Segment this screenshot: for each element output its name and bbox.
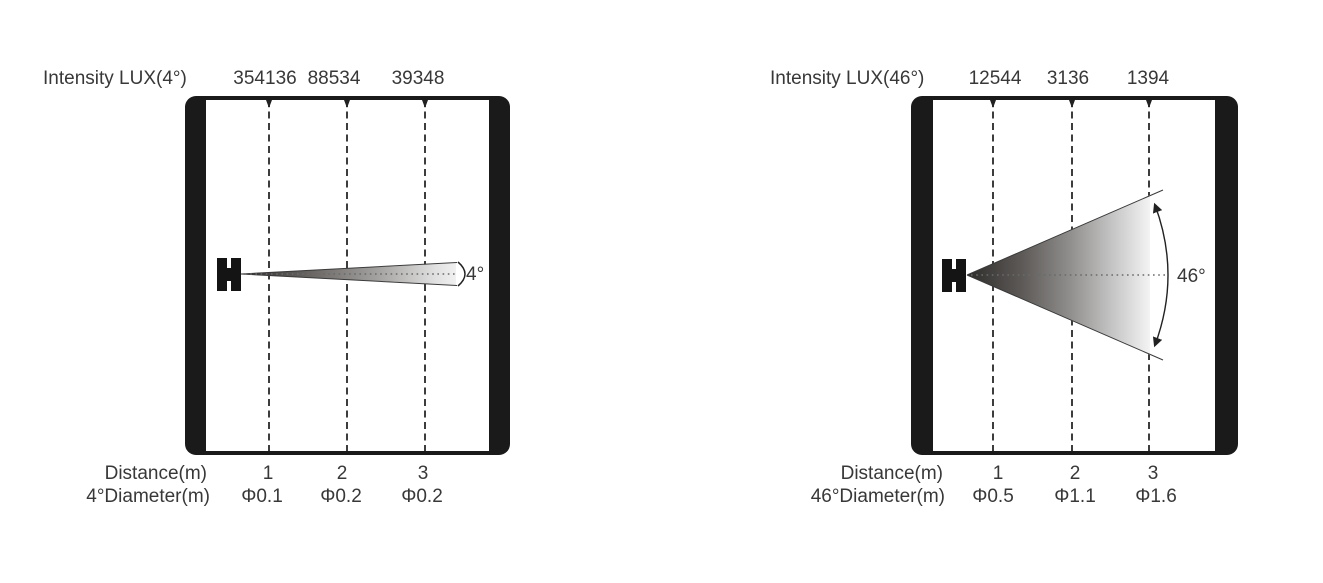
beam-cone xyxy=(241,263,456,285)
distance-value-2: 2 xyxy=(1069,463,1081,484)
diagram-title: Intensity LUX(46°) xyxy=(770,68,925,89)
intensity-value-1m: 354136 xyxy=(233,68,297,89)
diameter-value-1m: Φ0.1 xyxy=(241,486,283,507)
diameter-value-3m: Φ0.2 xyxy=(401,486,443,507)
diagram-title: Intensity LUX(4°) xyxy=(43,68,187,89)
beam-angle-label: 4° xyxy=(466,264,485,285)
distance-row-label: Distance(m) xyxy=(840,463,943,484)
intensity-value-2m: 88534 xyxy=(307,68,361,89)
diameter-row-label: 46°Diameter(m) xyxy=(810,486,945,507)
intensity-value-1m: 12544 xyxy=(968,68,1022,89)
diameter-value-2m: Φ0.2 xyxy=(320,486,362,507)
diameter-value-3m: Φ1.6 xyxy=(1135,486,1177,507)
distance-value-2: 2 xyxy=(336,463,348,484)
beam-cone xyxy=(967,195,1150,355)
beam-angle-label: 46° xyxy=(1177,266,1206,287)
distance-row-label: Distance(m) xyxy=(104,463,207,484)
distance-value-3: 3 xyxy=(1147,463,1159,484)
beam-edge-lines xyxy=(966,189,1164,361)
diameter-row-label: 4°Diameter(m) xyxy=(86,486,210,507)
spotlight-fixture-icon xyxy=(942,259,966,292)
dashed-line-top-ticks xyxy=(266,100,428,108)
distance-value-1: 1 xyxy=(262,463,274,484)
diameter-value-2m: Φ1.1 xyxy=(1054,486,1096,507)
beam-angle-arc xyxy=(1152,202,1169,348)
beam-angle-arc xyxy=(457,261,466,287)
beam-edge-lines xyxy=(240,262,458,286)
spotlight-fixture-icon xyxy=(217,258,241,291)
beam-panel-graphic xyxy=(911,96,1238,455)
dashed-line-top-ticks xyxy=(990,100,1152,108)
intensity-value-3m: 1394 xyxy=(1126,68,1170,89)
beam-panel-graphic xyxy=(185,96,510,455)
distance-value-3: 3 xyxy=(417,463,429,484)
intensity-value-3m: 39348 xyxy=(391,68,445,89)
diameter-value-1m: Φ0.5 xyxy=(972,486,1014,507)
distance-value-1: 1 xyxy=(992,463,1004,484)
intensity-value-2m: 3136 xyxy=(1046,68,1090,89)
